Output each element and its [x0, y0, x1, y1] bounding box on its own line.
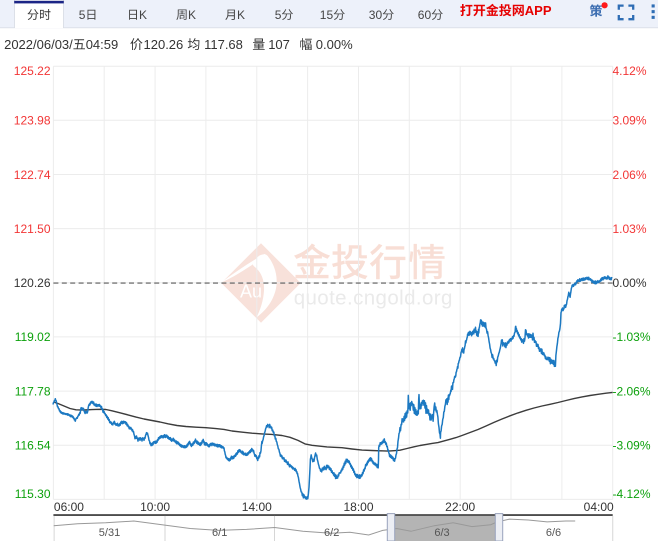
svg-text:14:00: 14:00 [242, 500, 272, 514]
svg-text:6/6: 6/6 [546, 527, 561, 539]
svg-text:-3.09%: -3.09% [613, 439, 651, 453]
svg-text:117.68: 117.68 [204, 37, 243, 52]
svg-text:116.54: 116.54 [15, 439, 51, 453]
svg-text:121.50: 121.50 [14, 222, 51, 236]
svg-text:0.00%: 0.00% [316, 37, 353, 52]
svg-text:5: 5 [275, 8, 282, 22]
svg-text:K: K [237, 8, 245, 22]
svg-text:122.74: 122.74 [14, 168, 51, 182]
svg-text:6/3: 6/3 [434, 527, 449, 539]
svg-text:22:00: 22:00 [445, 500, 475, 514]
svg-text:119.02: 119.02 [15, 330, 51, 344]
svg-text:6/1: 6/1 [212, 527, 227, 539]
svg-text:120.26: 120.26 [14, 276, 51, 290]
svg-text:2022/06/03/: 2022/06/03/ [4, 37, 73, 52]
svg-text:5/31: 5/31 [99, 527, 120, 539]
svg-text:APP: APP [525, 3, 552, 18]
svg-text:30: 30 [369, 8, 383, 22]
svg-text:15: 15 [320, 8, 334, 22]
svg-text:60: 60 [418, 8, 432, 22]
svg-text:125.22: 125.22 [14, 64, 51, 78]
svg-text:115.30: 115.30 [15, 487, 51, 501]
svg-text:K: K [139, 8, 147, 22]
svg-text:4.12%: 4.12% [613, 64, 647, 78]
svg-text:18:00: 18:00 [343, 500, 373, 514]
svg-text:2.06%: 2.06% [613, 168, 647, 182]
svg-text:6/2: 6/2 [324, 527, 339, 539]
svg-text:120.26: 120.26 [144, 37, 184, 52]
svg-text:10:00: 10:00 [140, 500, 170, 514]
svg-text:04:59: 04:59 [86, 37, 119, 52]
svg-text:5: 5 [79, 8, 86, 22]
svg-text:0.00%: 0.00% [613, 276, 647, 290]
svg-text:04:00: 04:00 [584, 500, 614, 514]
svg-text:-1.03%: -1.03% [613, 330, 651, 344]
svg-text:-4.12%: -4.12% [613, 487, 651, 501]
svg-text:06:00: 06:00 [54, 500, 84, 514]
svg-text:1.03%: 1.03% [613, 222, 647, 236]
svg-text:-2.06%: -2.06% [613, 384, 651, 398]
svg-text:K: K [188, 8, 196, 22]
svg-text:123.98: 123.98 [14, 114, 51, 128]
svg-text:107: 107 [268, 37, 290, 52]
svg-text:quote.cngold.org: quote.cngold.org [294, 287, 453, 310]
svg-text:117.78: 117.78 [15, 384, 51, 398]
svg-text:Au: Au [240, 282, 262, 302]
svg-text:3.09%: 3.09% [613, 114, 647, 128]
